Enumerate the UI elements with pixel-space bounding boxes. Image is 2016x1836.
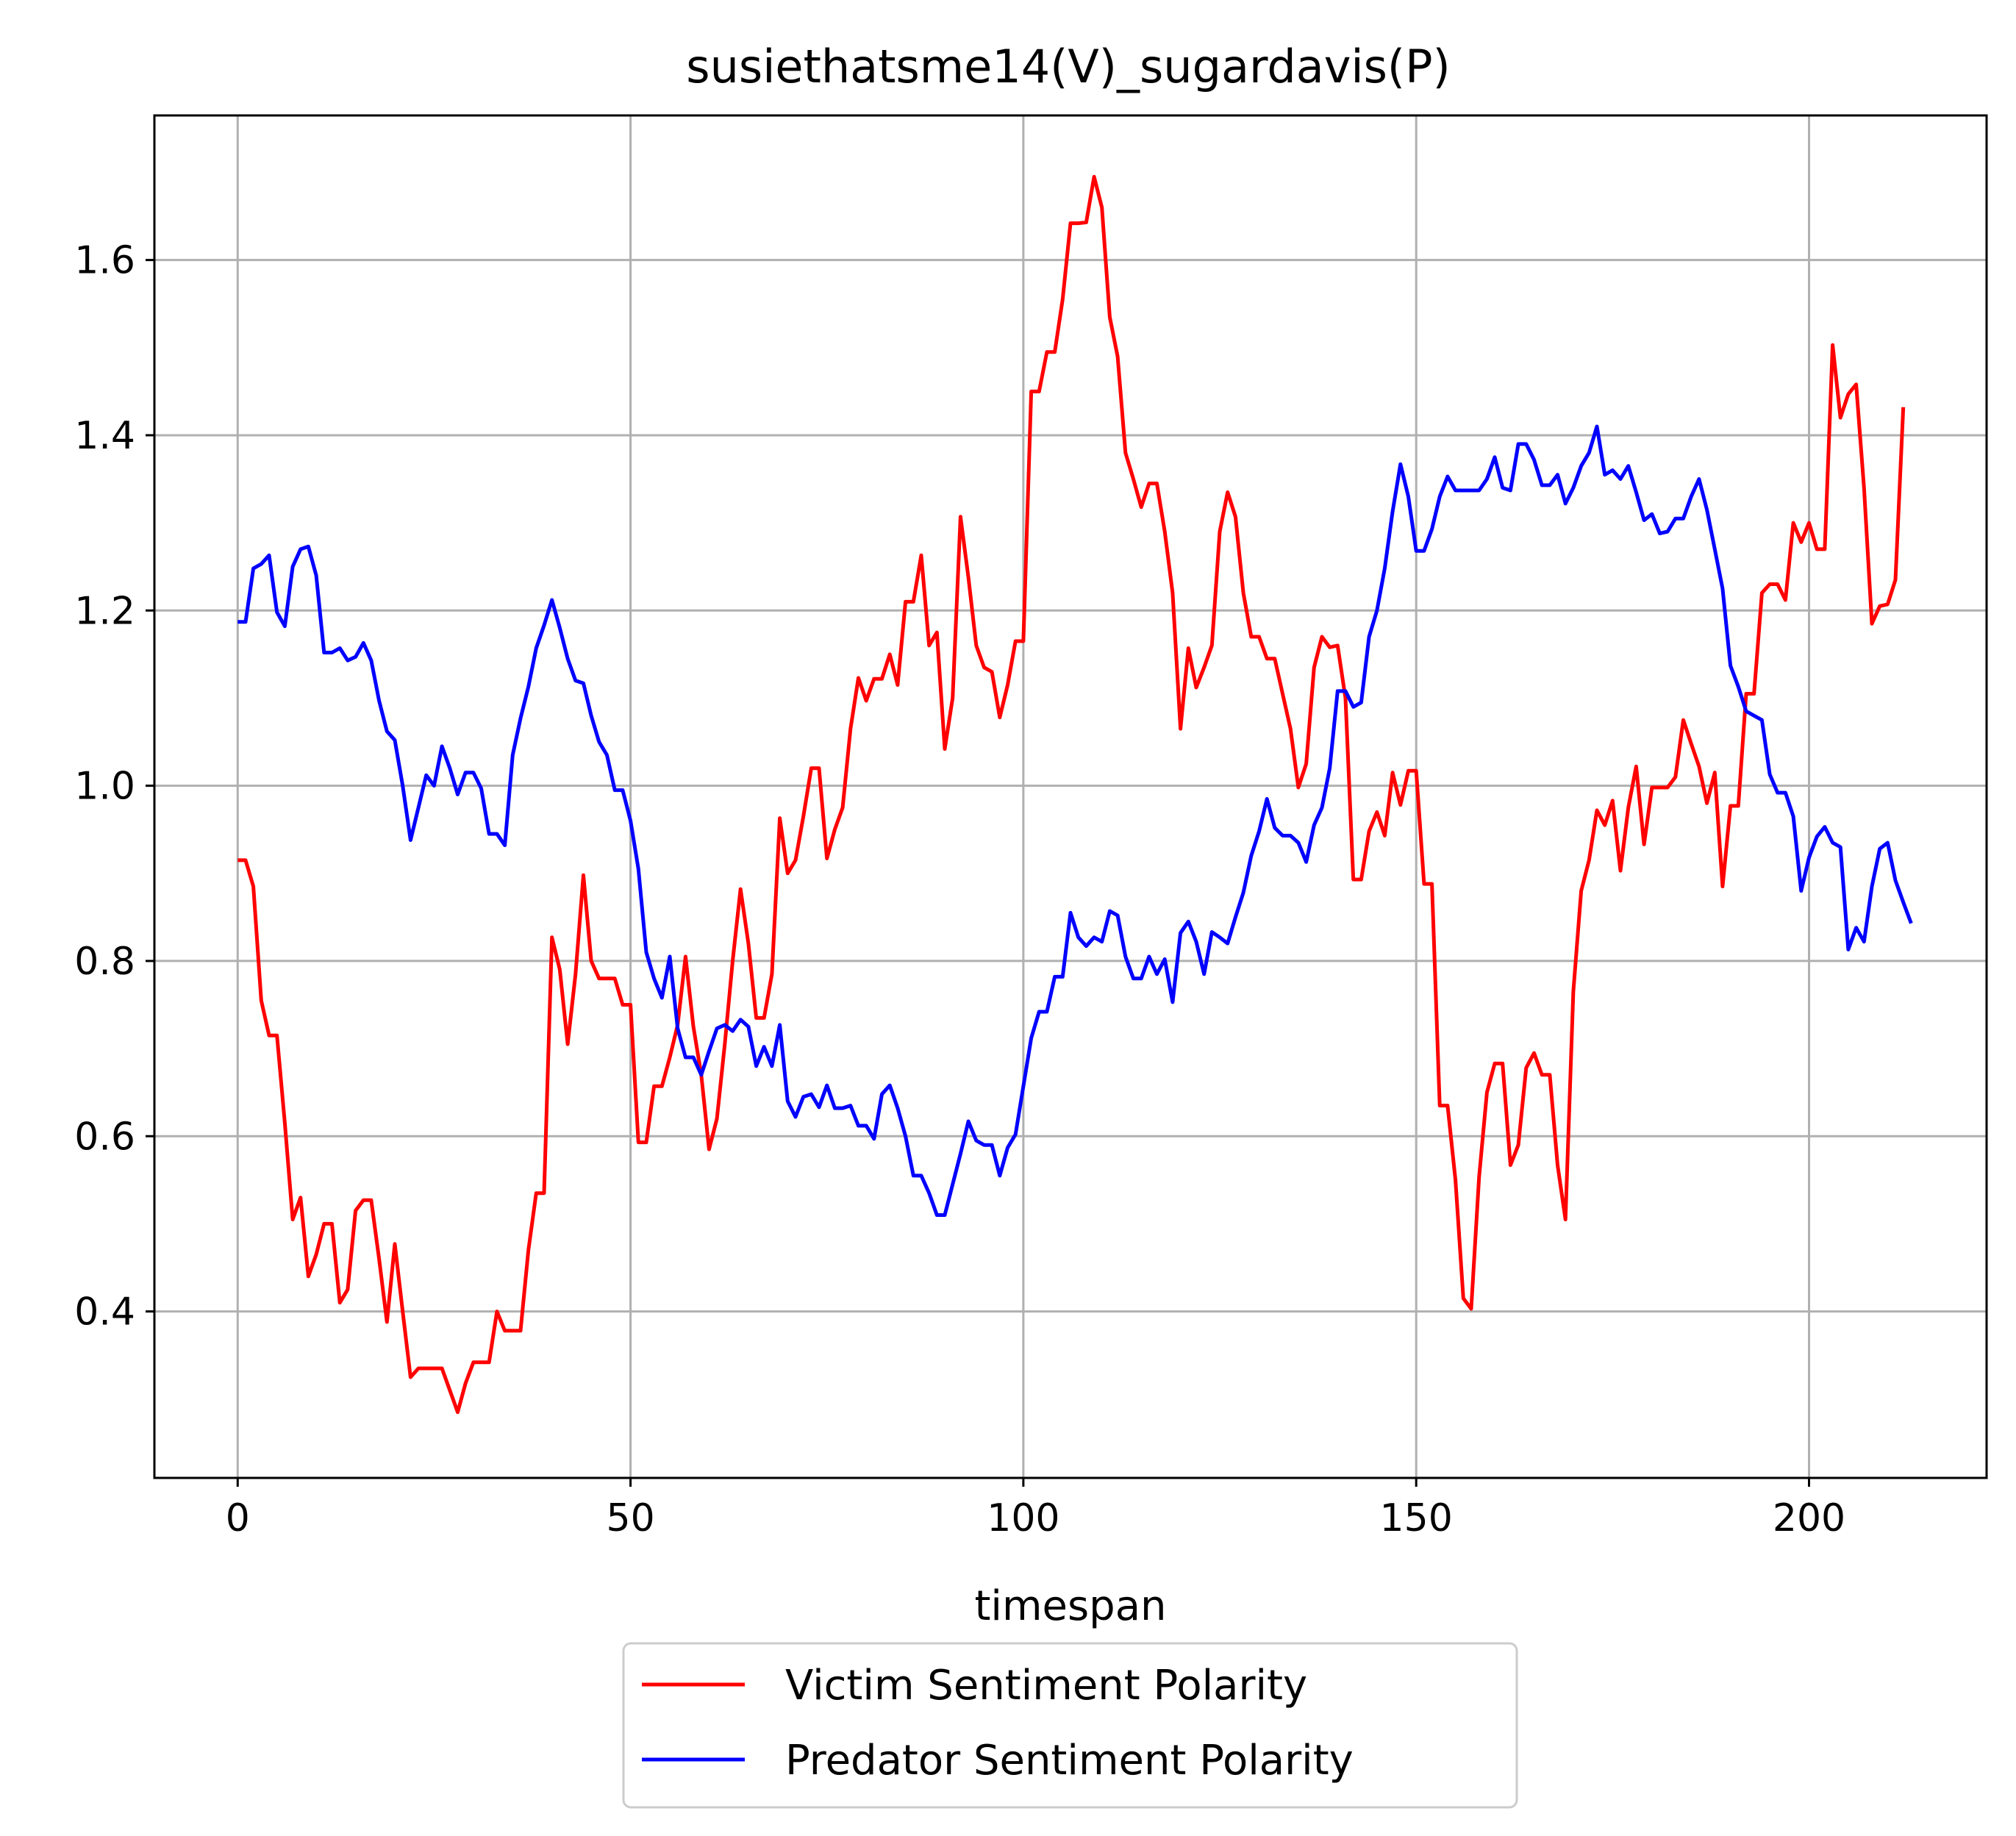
series-line-predator: [237, 424, 1913, 1217]
legend-label-victim: Victim Sentiment Polarity: [785, 1662, 1307, 1710]
legend-label-predator: Predator Sentiment Polarity: [785, 1737, 1354, 1785]
x-tick-label: 200: [1773, 1496, 1845, 1540]
x-tick-label: 0: [226, 1496, 250, 1540]
legend: Victim Sentiment Polarity Predator Senti…: [622, 1642, 1518, 1809]
axes-frame: [153, 114, 1988, 1479]
plot-area: [154, 115, 1987, 1478]
y-tick-label: 1.2: [74, 589, 135, 633]
x-tick-label: 50: [606, 1496, 654, 1540]
x-tick-label: 150: [1380, 1496, 1453, 1540]
y-tick-label: 0.8: [74, 940, 135, 984]
series-lines: [237, 174, 1913, 1415]
y-tick-label: 1.0: [74, 765, 135, 809]
axis-ticks: 0 50 100 150 200 0.4 0.6 0.8 1.0 1.2 1.4 1.6: [74, 239, 1845, 1540]
y-tick-label: 0.6: [74, 1115, 135, 1159]
chart-title: susiethatsme14(V)_sugardavis(P): [686, 40, 1450, 93]
y-tick-label: 1.4: [74, 414, 135, 458]
x-tick-label: 100: [987, 1496, 1059, 1540]
series-line-victim: [237, 174, 1906, 1415]
y-tick-label: 0.4: [74, 1290, 135, 1335]
legend-box: [622, 1642, 1518, 1809]
y-tick-label: 1.6: [74, 239, 135, 283]
x-axis-label: timespan: [974, 1582, 1166, 1630]
